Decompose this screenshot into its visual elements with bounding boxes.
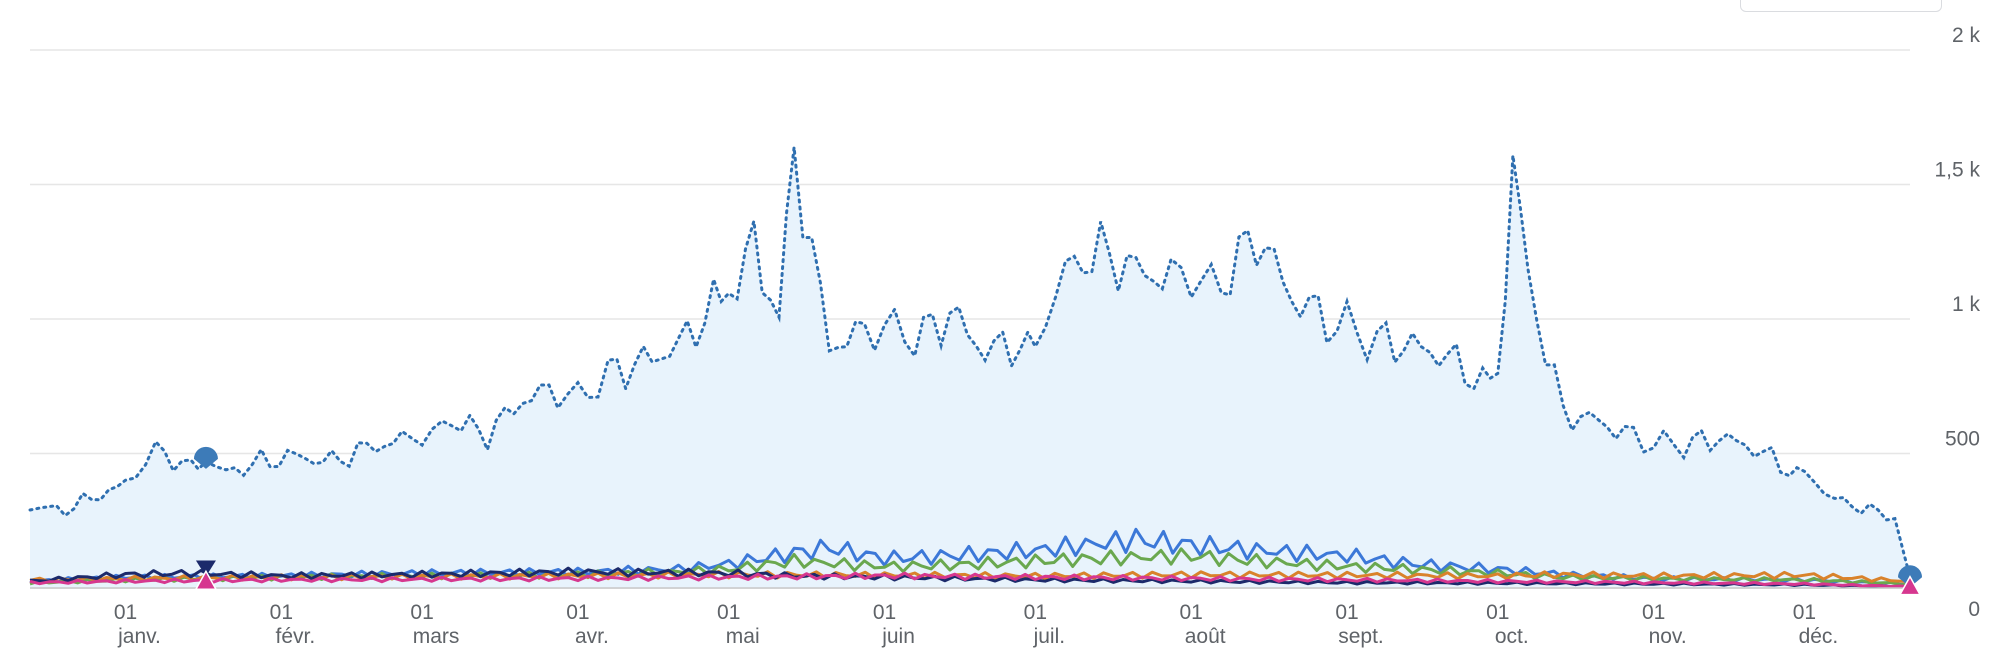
x-tick-month: juil. — [1033, 625, 1066, 648]
y-tick-label: 1,5 k — [1934, 159, 1980, 182]
series-area-fill — [30, 147, 1910, 588]
x-tick-day: 01 — [1486, 601, 1509, 624]
event-marker-triangle-up — [194, 569, 218, 591]
y-tick-label: 500 — [1945, 428, 1980, 451]
x-tick-day: 01 — [410, 601, 433, 624]
x-tick-day: 01 — [566, 601, 589, 624]
x-tick-month: oct. — [1495, 625, 1529, 648]
series-line — [29, 571, 1911, 589]
x-tick-day: 01 — [114, 601, 137, 624]
x-tick-month: déc. — [1799, 625, 1839, 648]
event-marker-triangle-down — [195, 560, 216, 577]
x-tick-day: 01 — [1642, 601, 1665, 624]
x-tick-month: août — [1185, 625, 1226, 648]
x-tick-day: 01 — [1179, 601, 1202, 624]
x-tick-day: 01 — [1793, 601, 1816, 624]
y-tick-label: 2 k — [1952, 24, 1981, 47]
series-line-dotted — [28, 147, 1912, 579]
x-tick-month: juin — [881, 625, 915, 648]
y-tick-label: 1 k — [1952, 293, 1981, 316]
x-tick-month: avr. — [575, 625, 609, 648]
x-tick-month: mars — [413, 625, 460, 648]
x-tick-month: janv. — [117, 625, 161, 648]
top-right-control[interactable] — [1740, 0, 1942, 12]
x-tick-day: 01 — [717, 601, 740, 624]
x-tick-month: sept. — [1338, 625, 1384, 648]
x-tick-day: 01 — [1024, 601, 1047, 624]
y-tick-label: 0 — [1968, 598, 1980, 621]
x-tick-day: 01 — [1335, 601, 1358, 624]
x-tick-month: nov. — [1649, 625, 1687, 648]
x-tick-day: 01 — [873, 601, 896, 624]
event-marker-triangle-up — [1898, 575, 1922, 596]
x-tick-month: mai — [726, 625, 760, 648]
x-tick-day: 01 — [270, 601, 293, 624]
event-marker-pin — [193, 446, 218, 469]
x-tick-month: févr. — [275, 625, 315, 648]
